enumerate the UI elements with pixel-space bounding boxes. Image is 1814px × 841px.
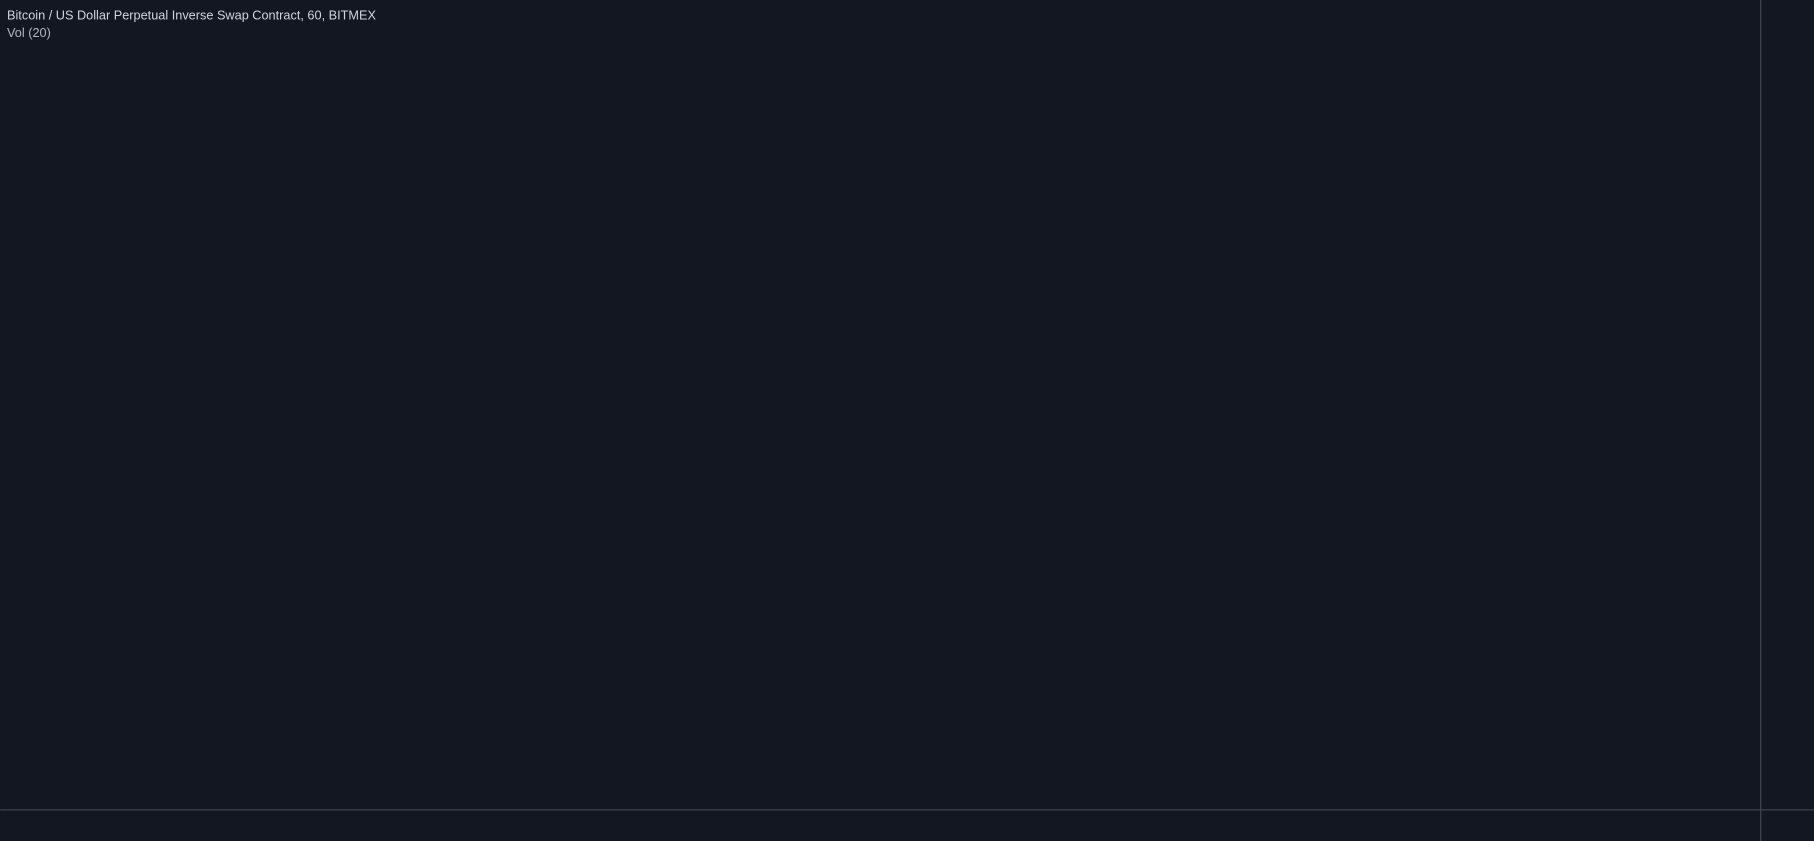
indicator-name: Vol (20) [7,25,51,40]
time-axis [0,809,1814,841]
price-axis [1760,0,1814,841]
chart-title: Bitcoin / US Dollar Perpetual Inverse Sw… [7,8,377,23]
